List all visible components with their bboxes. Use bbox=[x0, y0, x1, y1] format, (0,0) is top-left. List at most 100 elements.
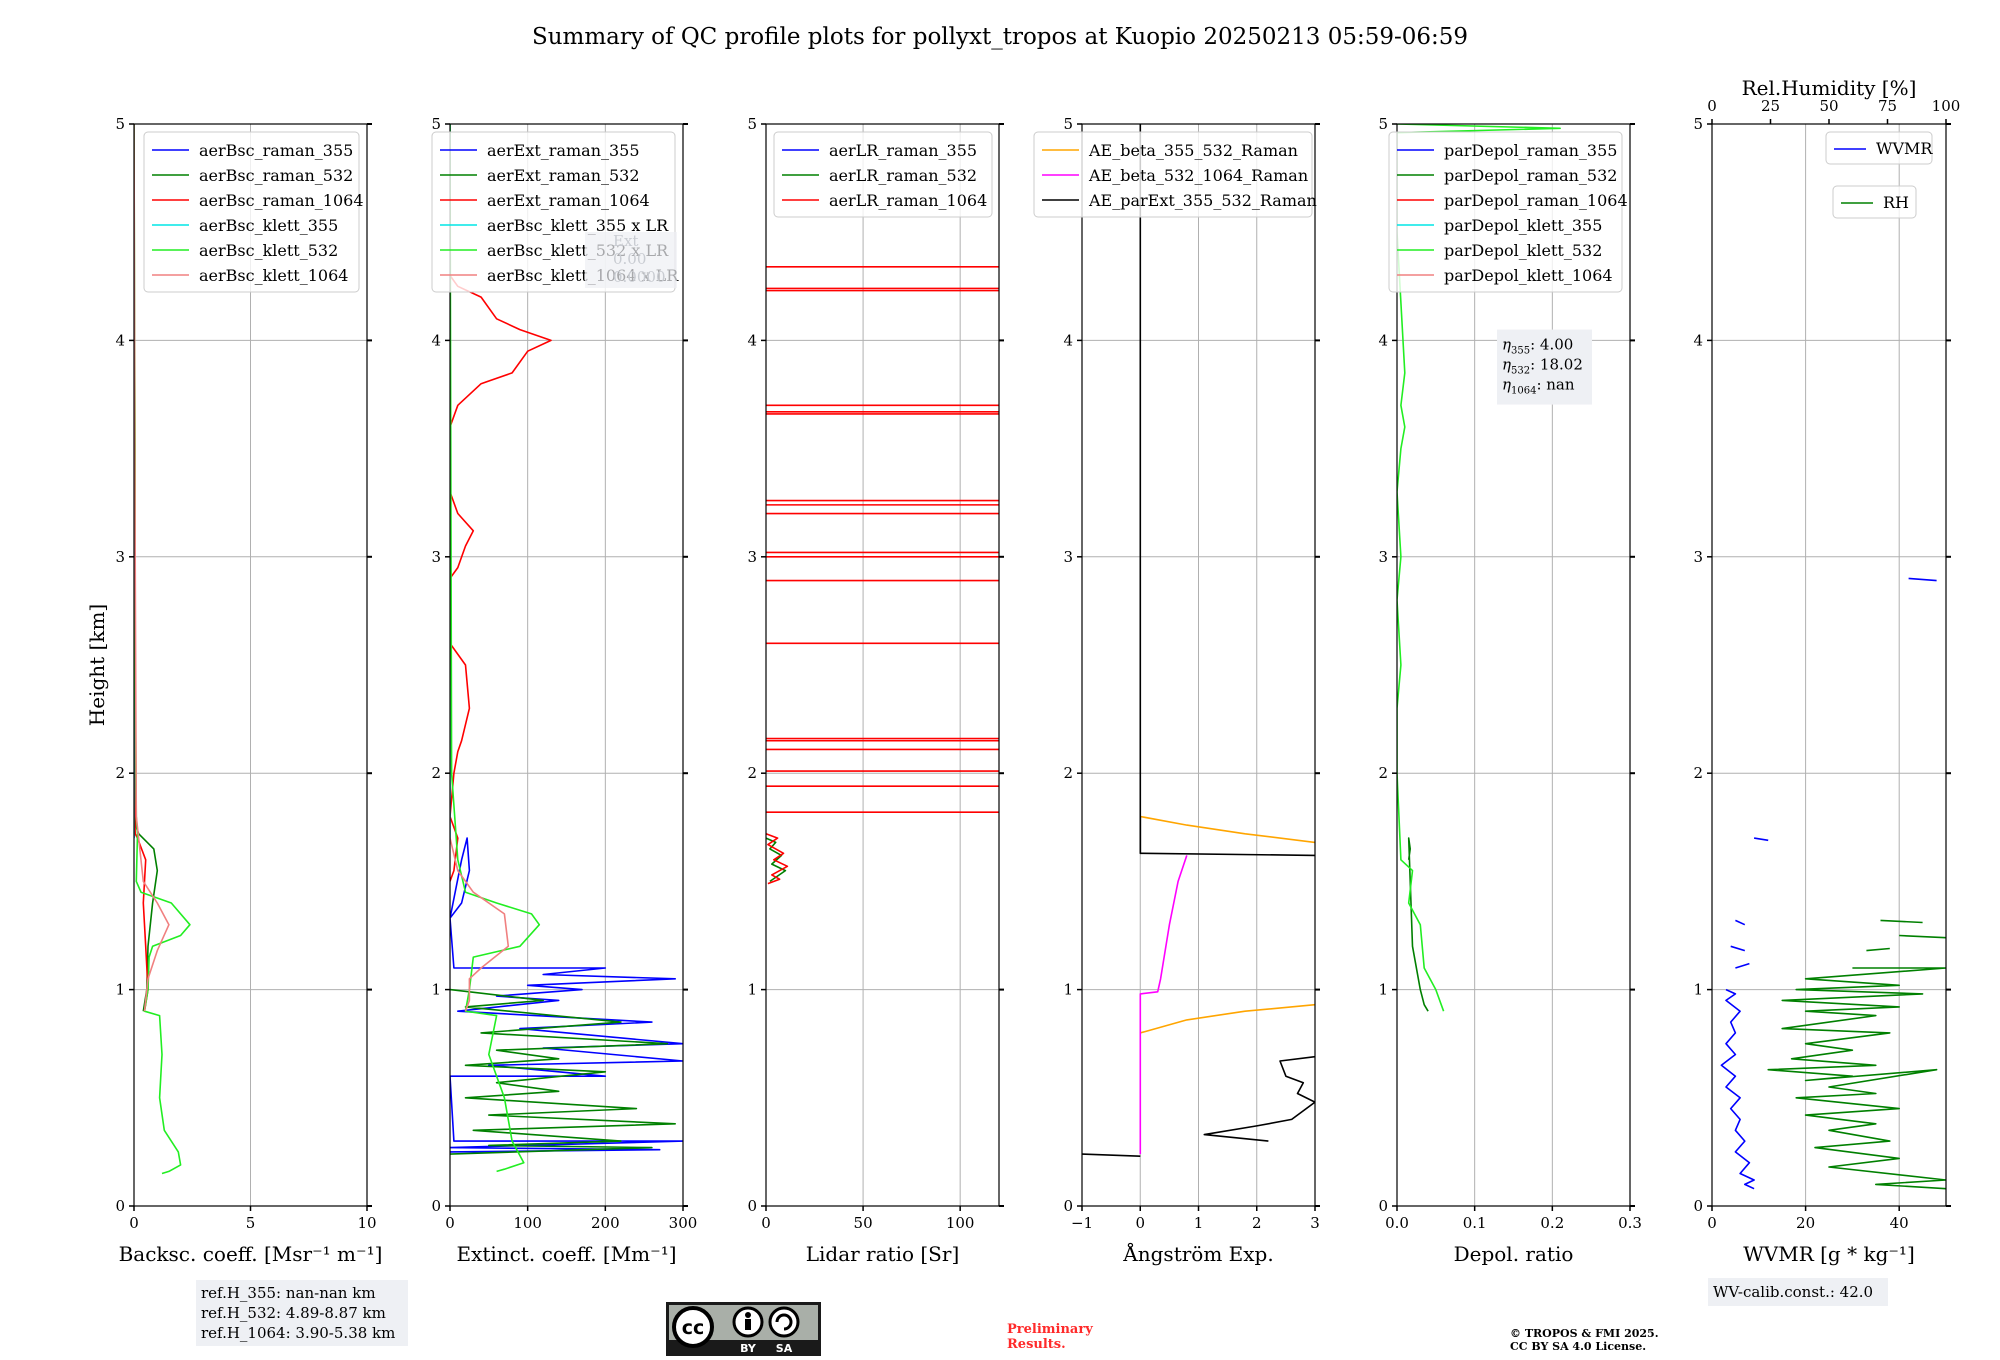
y-tick-label: 2 bbox=[115, 764, 125, 782]
x-tick-label: 0 bbox=[445, 1214, 455, 1232]
x-axis-label: Lidar ratio [Sr] bbox=[806, 1242, 960, 1266]
x-tick-label: 20 bbox=[1796, 1214, 1815, 1232]
axes-frame bbox=[1081, 123, 1316, 1207]
y-tick-label: 2 bbox=[747, 764, 757, 782]
x-tick-label: 3 bbox=[1310, 1214, 1320, 1232]
x-tick-label: 2 bbox=[1252, 1214, 1262, 1232]
x-axis-label: Extinct. coeff. [Mm⁻¹] bbox=[456, 1242, 676, 1266]
series-AE_parExt_355_532_Raman bbox=[1203, 1055, 1315, 1142]
eta-1064: η1064: nan bbox=[1502, 376, 1575, 397]
y-tick-label: 0 bbox=[115, 1197, 125, 1215]
series-WVMR bbox=[1735, 919, 1746, 926]
eta-532: η532: 18.02 bbox=[1502, 356, 1583, 377]
panel-lidar_ratio: 0 50 100 0 1 2 3 4 5 Lidar ratio [Sr] aerLR_raman_… bbox=[747, 115, 1004, 1266]
y-tick-label: 4 bbox=[1693, 331, 1703, 349]
sa-share-icon bbox=[768, 1306, 800, 1338]
series-aerBsc_klett_1064 bbox=[134, 124, 170, 1012]
legend-label: aerBsc_klett_355 bbox=[199, 216, 338, 235]
cc-icon bbox=[672, 1306, 714, 1348]
legend-label: parDepol_klett_532 bbox=[1444, 241, 1602, 260]
preliminary-line2: Results. bbox=[1007, 1337, 1066, 1352]
legend-box bbox=[1825, 131, 1933, 165]
y-tick-label: 5 bbox=[115, 115, 125, 133]
axes-frame bbox=[133, 123, 368, 1207]
top-x-tick-label: 75 bbox=[1878, 97, 1897, 115]
x-tick-label: 100 bbox=[946, 1214, 975, 1232]
x-tick-label: 0 bbox=[761, 1214, 771, 1232]
panel-wvmr: 0 20 40 0 1 2 3 4 5 WVMR [g * kg⁻¹] WVMR RH 0 25 50 75 1… bbox=[1693, 76, 1960, 1306]
y-tick-label: 1 bbox=[1693, 981, 1703, 999]
copyright-line1: © TROPOS & FMI 2025. bbox=[1510, 1327, 1659, 1340]
series-aerExt_raman_355 bbox=[450, 837, 683, 1153]
series-WVMR bbox=[1908, 577, 1937, 582]
series-aerLR_raman_1064 bbox=[766, 833, 789, 885]
top-x-axis-label: Rel.Humidity [%] bbox=[1742, 76, 1917, 100]
x-tick-label: 40 bbox=[1890, 1214, 1909, 1232]
panel-depol: 0.0 0.1 0.2 0.3 0 1 2 3 4 5 Depol. ratio parDepol_r… bbox=[1378, 115, 1641, 1266]
y-tick-label: 4 bbox=[747, 331, 757, 349]
wv-calib-box: WV-calib.const.: 42.0 bbox=[1708, 1278, 1888, 1306]
series-RH bbox=[1899, 934, 1946, 939]
y-tick-label: 4 bbox=[431, 331, 441, 349]
y-tick-label: 3 bbox=[431, 548, 441, 566]
x-axis-label: Ångström Exp. bbox=[1122, 1241, 1273, 1266]
series-AE_beta_532_1064_Raman bbox=[1139, 855, 1188, 1155]
y-tick-label: 0 bbox=[747, 1197, 757, 1215]
sa-share-arrow bbox=[775, 1313, 793, 1331]
ref-heights-bg bbox=[196, 1280, 408, 1346]
ref-h-355: ref.H_355: nan-nan km bbox=[201, 1284, 376, 1302]
y-tick-label: 2 bbox=[1063, 764, 1073, 782]
y-tick-label: 2 bbox=[431, 764, 441, 782]
legend-label: aerBsc_klett_355 x LR bbox=[487, 216, 669, 235]
legend-label: AE_beta_532_1064_Raman bbox=[1088, 166, 1308, 185]
y-tick-label: 2 bbox=[1693, 764, 1703, 782]
x-tick-label: 200 bbox=[591, 1214, 620, 1232]
x-tick-label: 1 bbox=[1194, 1214, 1204, 1232]
legend-label: parDepol_klett_1064 bbox=[1444, 266, 1613, 285]
x-tick-label: 0.0 bbox=[1385, 1214, 1409, 1232]
series-AE_parExt_355_532_Raman bbox=[1082, 1153, 1141, 1157]
ref-h-532: ref.H_532: 4.89-8.87 km bbox=[201, 1304, 386, 1322]
wv-calib-bg bbox=[1708, 1278, 1888, 1306]
y-tick-label: 5 bbox=[431, 115, 441, 133]
panel-data bbox=[766, 266, 999, 885]
legend-label: aerExt_raman_1064 bbox=[487, 191, 650, 210]
series-WVMR bbox=[1735, 962, 1750, 969]
cc-icon-label: cc bbox=[682, 1317, 705, 1339]
legend-label: parDepol_raman_1064 bbox=[1444, 191, 1628, 210]
legend-label: aerBsc_raman_532 bbox=[199, 166, 353, 185]
y-tick-label: 3 bbox=[747, 548, 757, 566]
panel-extinction: 0 100 200 300 0 1 2 3 4 5 Extinct. coeff. [Mm⁻¹] ae… bbox=[431, 115, 697, 1266]
cc-sa-text: SA bbox=[776, 1342, 793, 1355]
x-axis-label: WVMR [g * kg⁻¹] bbox=[1743, 1242, 1915, 1266]
by-person-head bbox=[745, 1312, 751, 1318]
y-tick-label: 1 bbox=[1378, 981, 1388, 999]
legend-label: RH bbox=[1883, 193, 1909, 212]
legend-label: aerBsc_raman_355 bbox=[199, 141, 353, 160]
x-tick-label: 0.3 bbox=[1618, 1214, 1642, 1232]
legend-label: aerExt_raman_532 bbox=[487, 166, 640, 185]
legend-label: aerBsc_klett_532 bbox=[199, 241, 338, 260]
y-tick-label: 0 bbox=[1063, 1197, 1073, 1215]
legend-label: WVMR bbox=[1876, 139, 1933, 158]
legend-box bbox=[1832, 185, 1917, 219]
y-tick-label: 2 bbox=[1378, 764, 1388, 782]
y-tick-label: 1 bbox=[431, 981, 441, 999]
preliminary-line1: Preliminary bbox=[1007, 1322, 1093, 1337]
x-tick-label: 0 bbox=[129, 1214, 139, 1232]
y-tick-label: 5 bbox=[1063, 115, 1073, 133]
series-aerExt_raman_532 bbox=[450, 988, 677, 1155]
x-tick-label: 0.1 bbox=[1463, 1214, 1487, 1232]
x-axis-label: Backsc. coeff. [Msr⁻¹ m⁻¹] bbox=[119, 1242, 383, 1266]
legend-box bbox=[1388, 131, 1623, 293]
y-tick-label: 3 bbox=[1063, 548, 1073, 566]
by-person-body bbox=[745, 1319, 751, 1330]
series-WVMR bbox=[1730, 945, 1746, 952]
legend-label: aerExt_raman_355 bbox=[487, 141, 640, 160]
panel-data bbox=[1082, 124, 1315, 1157]
series-AE_beta_355_532_Raman bbox=[1140, 1003, 1315, 1034]
series-aerBsc_klett_532 x LR bbox=[450, 124, 541, 1173]
series-AE_beta_355_532_Raman bbox=[1140, 815, 1315, 844]
